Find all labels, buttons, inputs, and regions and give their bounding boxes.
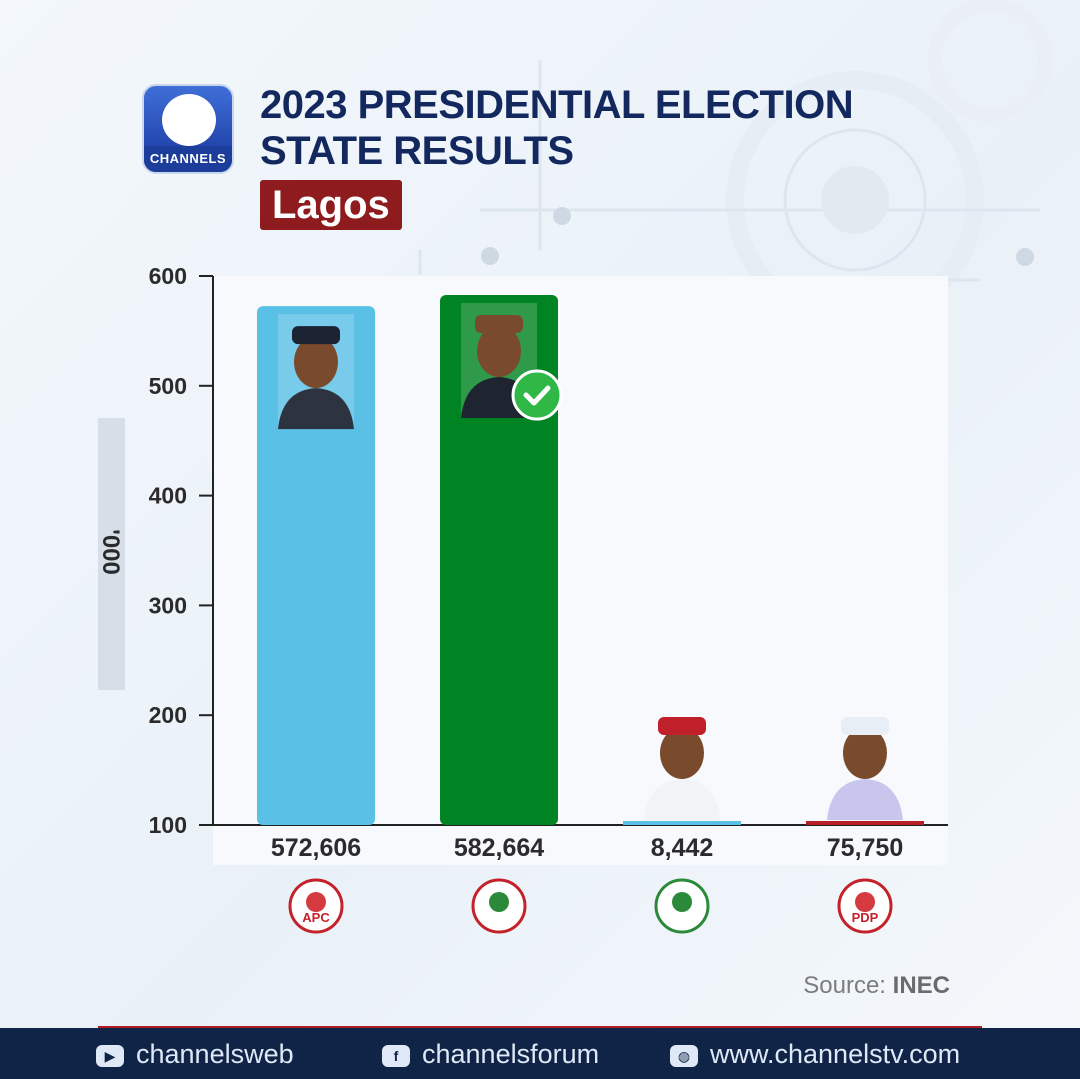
source-label: Source: — [803, 972, 886, 999]
value-label: 8,442 — [651, 834, 714, 862]
bar-apc — [257, 306, 375, 825]
value-label: 582,664 — [454, 834, 544, 862]
channels-logo: CHANNELS — [142, 84, 234, 174]
bar-lp — [440, 295, 558, 826]
candidate-photo-icon — [644, 717, 720, 820]
bar-pdp — [806, 821, 924, 825]
y-tick-label: 600 — [149, 263, 187, 289]
value-label: 75,750 — [827, 834, 903, 862]
winner-check-icon — [511, 369, 563, 421]
y-tick-label: 500 — [149, 373, 187, 399]
y-tick-label: 400 — [149, 483, 187, 509]
footer-website[interactable]: ◍ www.channelstv.com — [670, 1038, 960, 1070]
checkmark-icon — [523, 385, 551, 406]
party-emblem-icon — [489, 892, 509, 912]
party-logo-text: APC — [302, 910, 330, 925]
website-url: www.channelstv.com — [710, 1039, 961, 1069]
y-tick-label: 300 — [149, 592, 187, 618]
footer-facebook[interactable]: f channelsforum — [382, 1038, 599, 1070]
title-line-2: STATE RESULTS — [260, 129, 574, 173]
candidate-photo-icon — [827, 717, 903, 820]
value-label: 572,606 — [271, 834, 361, 862]
y-tick-label: 100 — [149, 812, 187, 838]
candidate-photo-icon — [278, 314, 354, 430]
globe-icon: ◍ — [670, 1044, 698, 1067]
y-axis-label-band — [98, 418, 125, 690]
facebook-icon: f — [382, 1044, 410, 1067]
y-tick-label: 200 — [149, 702, 187, 728]
source-name: INEC — [892, 972, 950, 999]
youtube-icon: ▶ — [96, 1044, 124, 1067]
footer-youtube[interactable]: ▶ channelsweb — [96, 1038, 294, 1070]
youtube-handle: channelsweb — [136, 1039, 294, 1069]
source-credit: Source: INEC — [803, 972, 950, 1000]
title-line-1: 2023 PRESIDENTIAL ELECTION — [260, 83, 854, 127]
party-emblem-icon — [855, 892, 875, 912]
state-badge: Lagos — [260, 180, 402, 230]
party-logo-text: PDP — [852, 910, 879, 925]
footer-divider — [98, 1026, 982, 1028]
party-emblem-icon — [306, 892, 326, 912]
africa-globe-icon — [162, 94, 216, 146]
footer-bar: ▶ channelsweb f channelsforum ◍ www.channel… — [0, 1028, 1080, 1079]
party-emblem-icon — [672, 892, 692, 912]
page-title: 2023 PRESIDENTIAL ELECTION STATE RESULTS — [260, 82, 854, 174]
facebook-handle: channelsforum — [422, 1039, 600, 1069]
bar-nnpp — [623, 821, 741, 825]
candidate-photo-icon — [461, 303, 537, 419]
logo-text: CHANNELS — [144, 146, 232, 172]
